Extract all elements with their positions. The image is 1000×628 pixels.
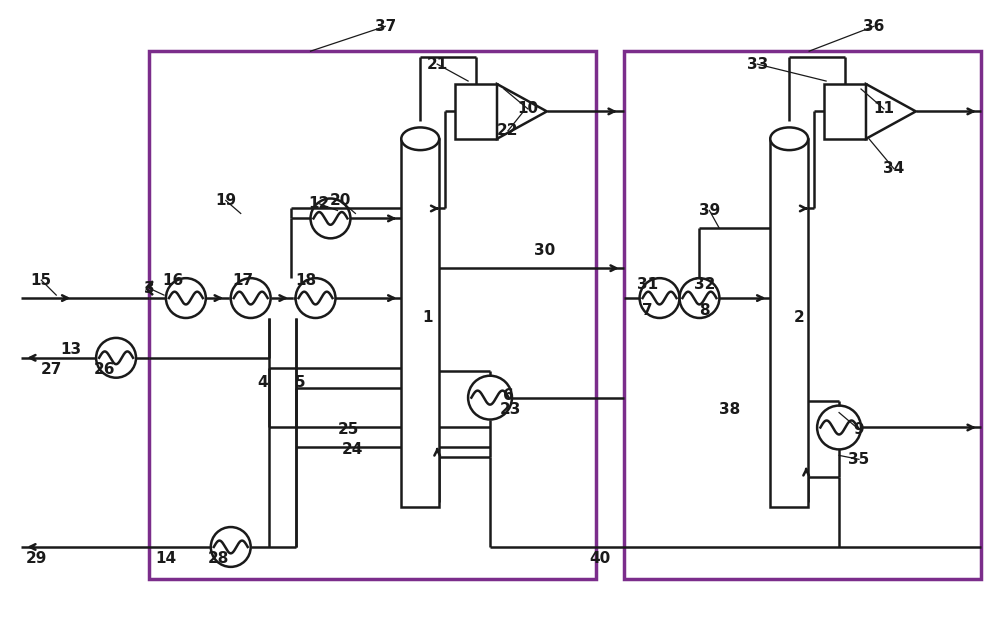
Text: 40: 40 <box>589 551 610 566</box>
Text: 2: 2 <box>794 310 805 325</box>
Text: 4: 4 <box>257 375 268 390</box>
Text: 12: 12 <box>308 196 329 211</box>
Bar <box>149 51 596 579</box>
Text: 24: 24 <box>342 442 363 457</box>
Text: 20: 20 <box>330 193 351 208</box>
Bar <box>824 84 866 139</box>
Ellipse shape <box>401 127 439 150</box>
Text: 8: 8 <box>699 303 710 318</box>
Text: 31: 31 <box>637 276 658 291</box>
Text: 19: 19 <box>215 193 236 208</box>
Text: 7: 7 <box>642 303 653 318</box>
Text: 23: 23 <box>499 402 521 417</box>
Text: 27: 27 <box>41 362 62 377</box>
Text: 30: 30 <box>534 243 556 257</box>
Text: 18: 18 <box>295 273 316 288</box>
Text: 11: 11 <box>873 101 894 116</box>
Text: 13: 13 <box>61 342 82 357</box>
Text: 22: 22 <box>497 123 519 138</box>
Text: 26: 26 <box>93 362 115 377</box>
Text: 14: 14 <box>155 551 176 566</box>
Bar <box>770 139 808 507</box>
Bar <box>455 84 497 139</box>
Text: 39: 39 <box>699 203 720 218</box>
Polygon shape <box>866 84 916 139</box>
Text: 10: 10 <box>517 101 538 116</box>
Bar <box>401 139 439 507</box>
Text: 34: 34 <box>883 161 905 176</box>
Text: 15: 15 <box>31 273 52 288</box>
Text: 1: 1 <box>422 310 432 325</box>
Text: 9: 9 <box>854 422 864 437</box>
Text: 38: 38 <box>719 402 740 417</box>
Text: 28: 28 <box>208 551 229 566</box>
Text: 17: 17 <box>232 273 253 288</box>
Text: 25: 25 <box>338 422 359 437</box>
Text: 29: 29 <box>26 551 47 566</box>
Text: 35: 35 <box>848 452 870 467</box>
Text: 6: 6 <box>503 388 513 403</box>
Text: 33: 33 <box>747 57 768 72</box>
Text: 5: 5 <box>295 375 306 390</box>
Text: 36: 36 <box>863 19 885 34</box>
Text: 21: 21 <box>427 57 448 72</box>
Text: 37: 37 <box>375 19 396 34</box>
Text: 16: 16 <box>162 273 184 288</box>
Bar <box>624 51 981 579</box>
Text: 32: 32 <box>694 276 715 291</box>
Ellipse shape <box>770 127 808 150</box>
Text: 3: 3 <box>144 281 154 296</box>
Polygon shape <box>497 84 547 139</box>
